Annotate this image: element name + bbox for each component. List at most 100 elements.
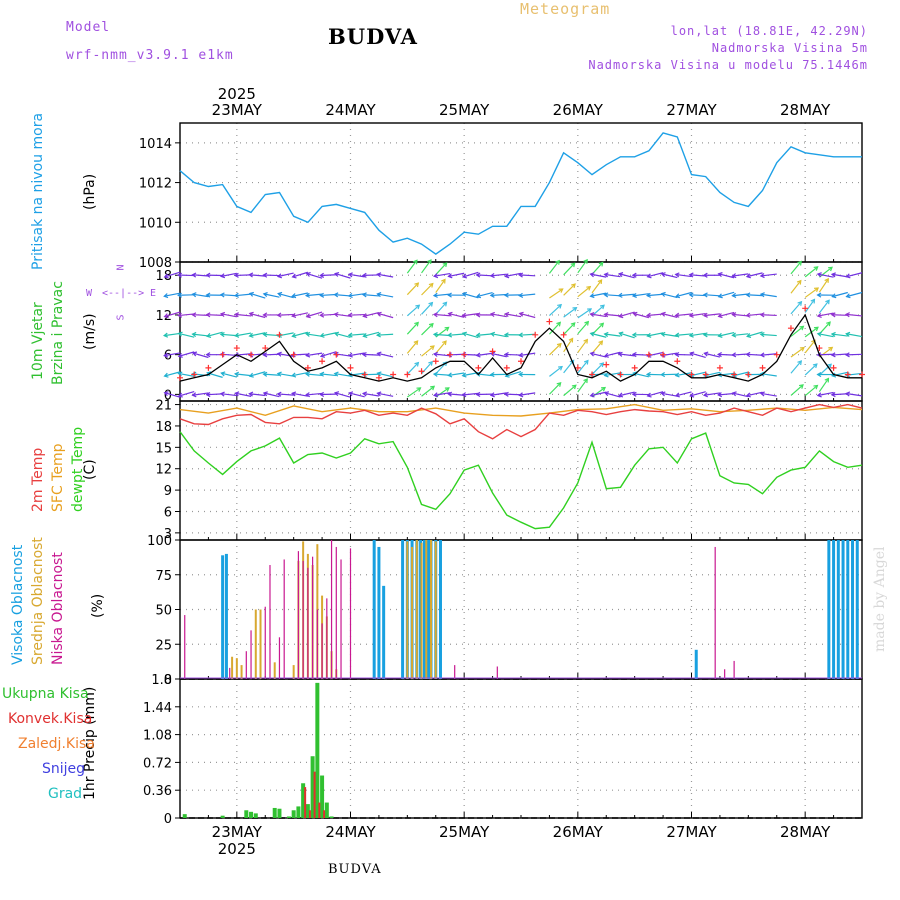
ytick-label-2-3: 12 [155,463,172,478]
wind-arrow-head [716,351,722,358]
wind-arrow [348,333,365,336]
cloud-bar-mid [235,658,238,679]
wind-arrow-head [177,352,183,358]
top-day-label: 28MAY [780,101,831,119]
wind-arrow-head [447,292,452,298]
legend-conv-rain: Konvek.Kisa [8,711,93,727]
wind-arrow-head [503,391,509,397]
wind-arrow [790,347,805,358]
wind-arrow [690,352,706,358]
wind-arrow [348,313,365,316]
wind-arrow-head [813,384,819,390]
wind-arrow-head [797,260,802,266]
ytick-label-0-2: 1012 [139,177,172,192]
wind-arrow-head [291,293,297,299]
wind-arrow [334,293,351,297]
wind-arrow-head [645,292,652,298]
wind-arrow-head [603,272,609,278]
wind-arrow-head [674,293,681,299]
wind-arrow [504,353,522,356]
wind-arrow-head [618,272,624,278]
wind-arrow-head [745,312,751,318]
wind-arrow [164,292,181,297]
wind-arrow-head [816,292,822,298]
wind-arrow-head [702,272,708,278]
wind-gust-mark [290,351,297,358]
wind-arrow-head [475,293,482,299]
wind-arrow-head [262,272,268,278]
wind-arrow-head [759,371,765,377]
wind-arrow [832,291,848,298]
wind-arrow [207,331,223,337]
wind-arrow-head [816,392,822,398]
wind-arrow [476,352,493,357]
wind-arrow [846,333,863,338]
wind-arrow-head [305,352,311,358]
cloud-bar-low [724,669,726,679]
wind-arrow-head [205,391,211,398]
wind-arrow-head [376,272,382,278]
wind-arrow-head [504,311,510,317]
wind-arrow-head [361,351,367,358]
wind-arrow [590,391,607,397]
wind-arrow [434,392,451,396]
wind-arrow-head [177,272,183,278]
temp-2m-line [179,403,863,440]
wind-arrow [675,313,692,317]
wind-arrow-head [603,331,609,337]
wind-arrow-head [291,391,297,397]
wind-arrow-head [745,273,751,279]
wind-arrow-head [347,352,353,358]
wind-arrow [817,391,834,397]
wind-arrow [235,392,252,397]
wind-arrow [760,314,777,317]
wind-arrow [277,393,294,396]
wind-arrow-head [432,371,438,377]
wind-arrow [476,274,493,277]
top-year-label: 2025 [218,85,256,103]
wind-arrow [831,273,848,278]
wind-arrow [178,390,195,397]
ytick-label-2-0: 3 [164,527,172,542]
wind-arrow-head [233,371,240,377]
wind-arrow [192,274,209,277]
cloud-bar-low [340,559,342,679]
wind-arrow-head [759,292,765,298]
ytick-label-1-3: 18 [155,269,172,284]
wind-arrow-head [415,304,421,310]
wind-arrow-head [813,266,819,271]
wind-arrow-head [177,392,183,398]
wind-arrow-head [276,371,282,377]
wind-arrow [320,293,337,297]
wind-gust-mark [716,364,723,371]
wind-arrow-head [248,391,254,397]
wind-arrow-head [702,312,708,318]
wind-arrow-head [796,279,802,285]
wind-arrow [619,332,635,339]
wind-compass: W E N S <--|--> [84,262,156,326]
precip-bar-total [220,815,225,818]
wind-arrow [448,312,465,318]
wind-arrow [435,279,446,293]
wind-arrow-head [618,313,624,319]
wind-arrow-head [731,332,737,338]
wind-arrow-head [475,332,481,338]
wind-arrow [804,287,819,298]
wind-arrow-head [717,392,723,398]
wind-gust-mark [589,371,596,378]
wind-arrow [348,352,365,357]
wind-arrow-head [745,292,751,298]
wind-arrow [675,391,692,397]
bottom-day-label: 23MAY [212,823,263,841]
wind-arrow-head [797,300,803,306]
wind-arrow [817,273,834,278]
wind-arrow-head [233,272,239,278]
cloud-bar-high [694,649,698,679]
wind-arrow-head [475,391,481,398]
legend-snow: Snijeg [42,761,86,777]
wind-arrow [647,351,664,357]
cloud-bar-low [245,651,247,679]
wind-arrow [406,322,419,335]
wind-arrow [320,274,337,277]
wind-arrow-head [163,391,169,397]
